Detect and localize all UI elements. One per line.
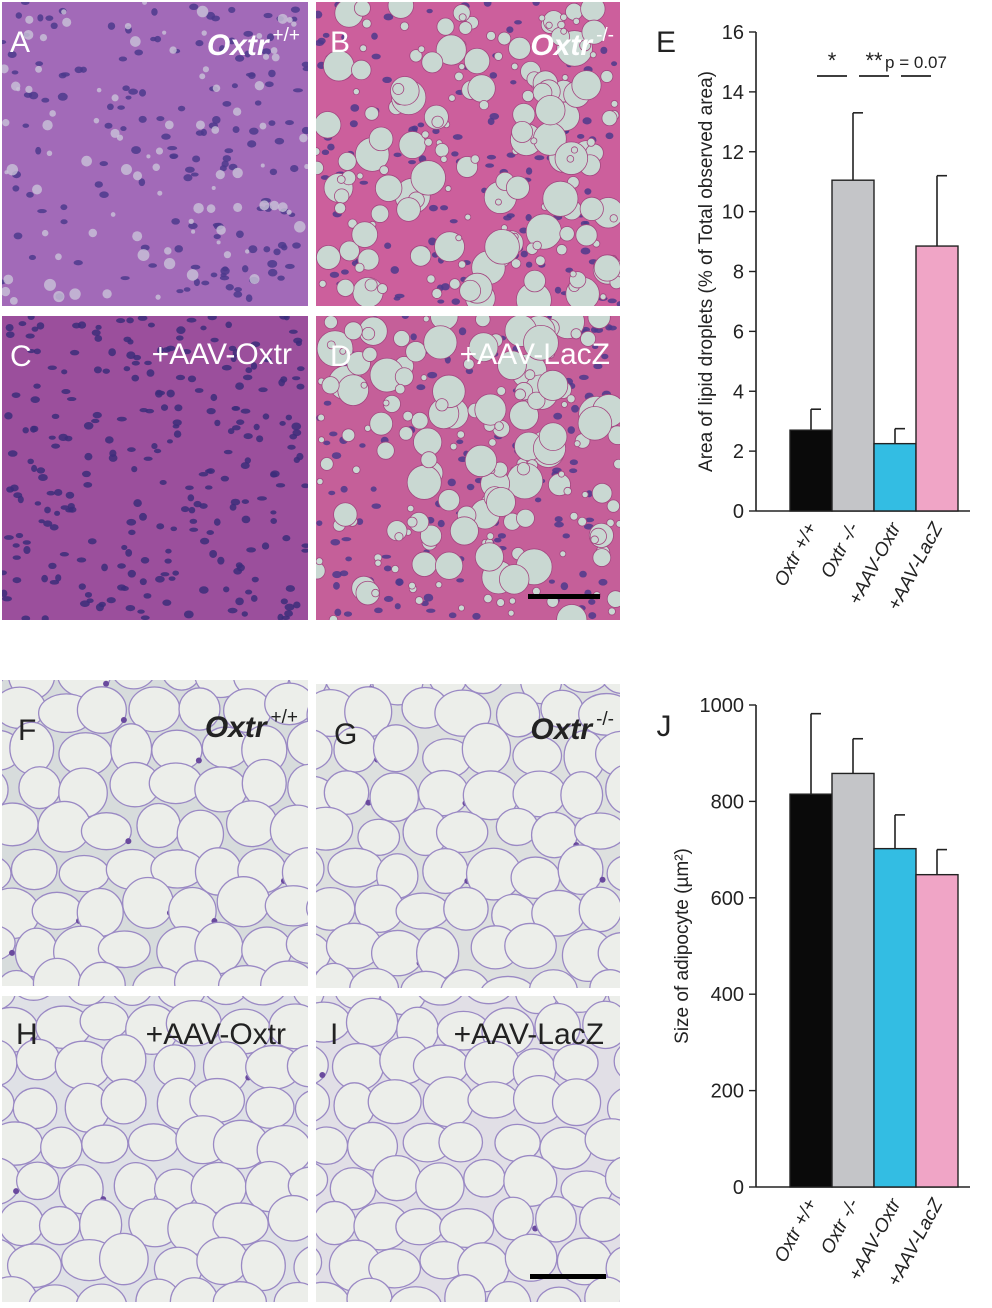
- y-tick-label: 600: [711, 888, 744, 910]
- group-label-d: +AAV-LacZ: [459, 338, 610, 371]
- bar: [915, 245, 959, 512]
- panel-label-h: H: [16, 1018, 38, 1051]
- bar-chart-adipocyte-size: 0 200 400 600 800 1000 Size of adipocyte (µm²)…: [657, 695, 970, 1290]
- y-tick-label: 4: [733, 381, 744, 403]
- scale-bar: [530, 1274, 606, 1279]
- y-tick-label: 12: [722, 142, 744, 164]
- panel-label: E: [656, 26, 676, 59]
- bar-chart-lipid-droplets: 0 2 4 6 8 10 12 14 16 Area of lipid droplets (% o…: [656, 22, 970, 614]
- group-label-g: Oxtr -/-: [530, 709, 614, 746]
- x-tick-label: Oxtr -/-: [817, 519, 863, 581]
- group-label-h: +AAV-Oxtr: [145, 1018, 286, 1051]
- group-label-c: +AAV-Oxtr: [151, 338, 292, 371]
- bar: [873, 847, 917, 1188]
- y-tick-label: 8: [733, 262, 744, 284]
- panel-label-d: D: [330, 340, 352, 373]
- panel-label-i: I: [330, 1018, 339, 1051]
- y-tick-label: 0: [733, 501, 744, 523]
- y-tick-label: 0: [733, 1177, 744, 1199]
- y-tick-label: 800: [711, 791, 744, 813]
- y-tick-label: 1000: [700, 695, 745, 717]
- micrograph-liver-wt: A Oxtr +/+: [2, 2, 308, 306]
- y-tick-label: 16: [722, 22, 744, 44]
- bar: [831, 179, 875, 512]
- x-tick-label: Oxtr +/+: [771, 1195, 822, 1265]
- y-tick-label: 400: [711, 984, 744, 1006]
- x-tick-label: Oxtr +/+: [771, 519, 822, 589]
- y-tick-label: 14: [722, 82, 744, 104]
- panel-label-c: C: [10, 340, 32, 373]
- y-tick-label: 2: [733, 441, 744, 463]
- bar: [789, 429, 833, 512]
- significance-label: *: [828, 48, 837, 73]
- group-label-a: Oxtr +/+: [206, 25, 300, 62]
- panel-label-b: B: [330, 26, 351, 59]
- bar: [873, 442, 917, 512]
- micrograph-fat-aav-lacz: I +AAV-LacZ: [316, 996, 620, 1302]
- group-label-f: Oxtr +/+: [204, 707, 298, 744]
- y-axis-label: Size of adipocyte (µm²): [672, 848, 693, 1044]
- micrograph-fat-wt: F Oxtr +/+: [2, 680, 308, 986]
- group-label-b: Oxtr -/-: [530, 25, 614, 62]
- panel-label-g: G: [334, 718, 358, 751]
- group-label-i: +AAV-LacZ: [453, 1018, 604, 1051]
- panel-label-f: F: [18, 714, 37, 747]
- scale-bar: [528, 594, 600, 599]
- y-axis-label: Area of lipid droplets (% of Total obser…: [696, 71, 717, 472]
- panel-label-a: A: [10, 26, 31, 59]
- y-tick-label: 200: [711, 1081, 744, 1103]
- micrograph-liver-aav-lacz: D +AAV-LacZ: [316, 316, 620, 620]
- significance-label: **: [865, 48, 883, 73]
- micrograph-liver-aav-oxtr: C +AAV-Oxtr: [2, 316, 308, 620]
- micrograph-fat-ko: G Oxtr -/-: [316, 684, 620, 988]
- bar: [831, 772, 875, 1188]
- micrograph-liver-ko: B Oxtr -/-: [316, 2, 620, 306]
- significance-label: p = 0.07: [885, 53, 947, 72]
- bar: [915, 873, 959, 1188]
- y-tick-label: 10: [722, 202, 744, 224]
- x-tick-label: Oxtr -/-: [817, 1195, 863, 1257]
- y-tick-label: 6: [733, 321, 744, 343]
- panel-label: J: [657, 710, 672, 743]
- micrograph-fat-aav-oxtr: H +AAV-Oxtr: [2, 996, 308, 1302]
- bar: [789, 793, 833, 1188]
